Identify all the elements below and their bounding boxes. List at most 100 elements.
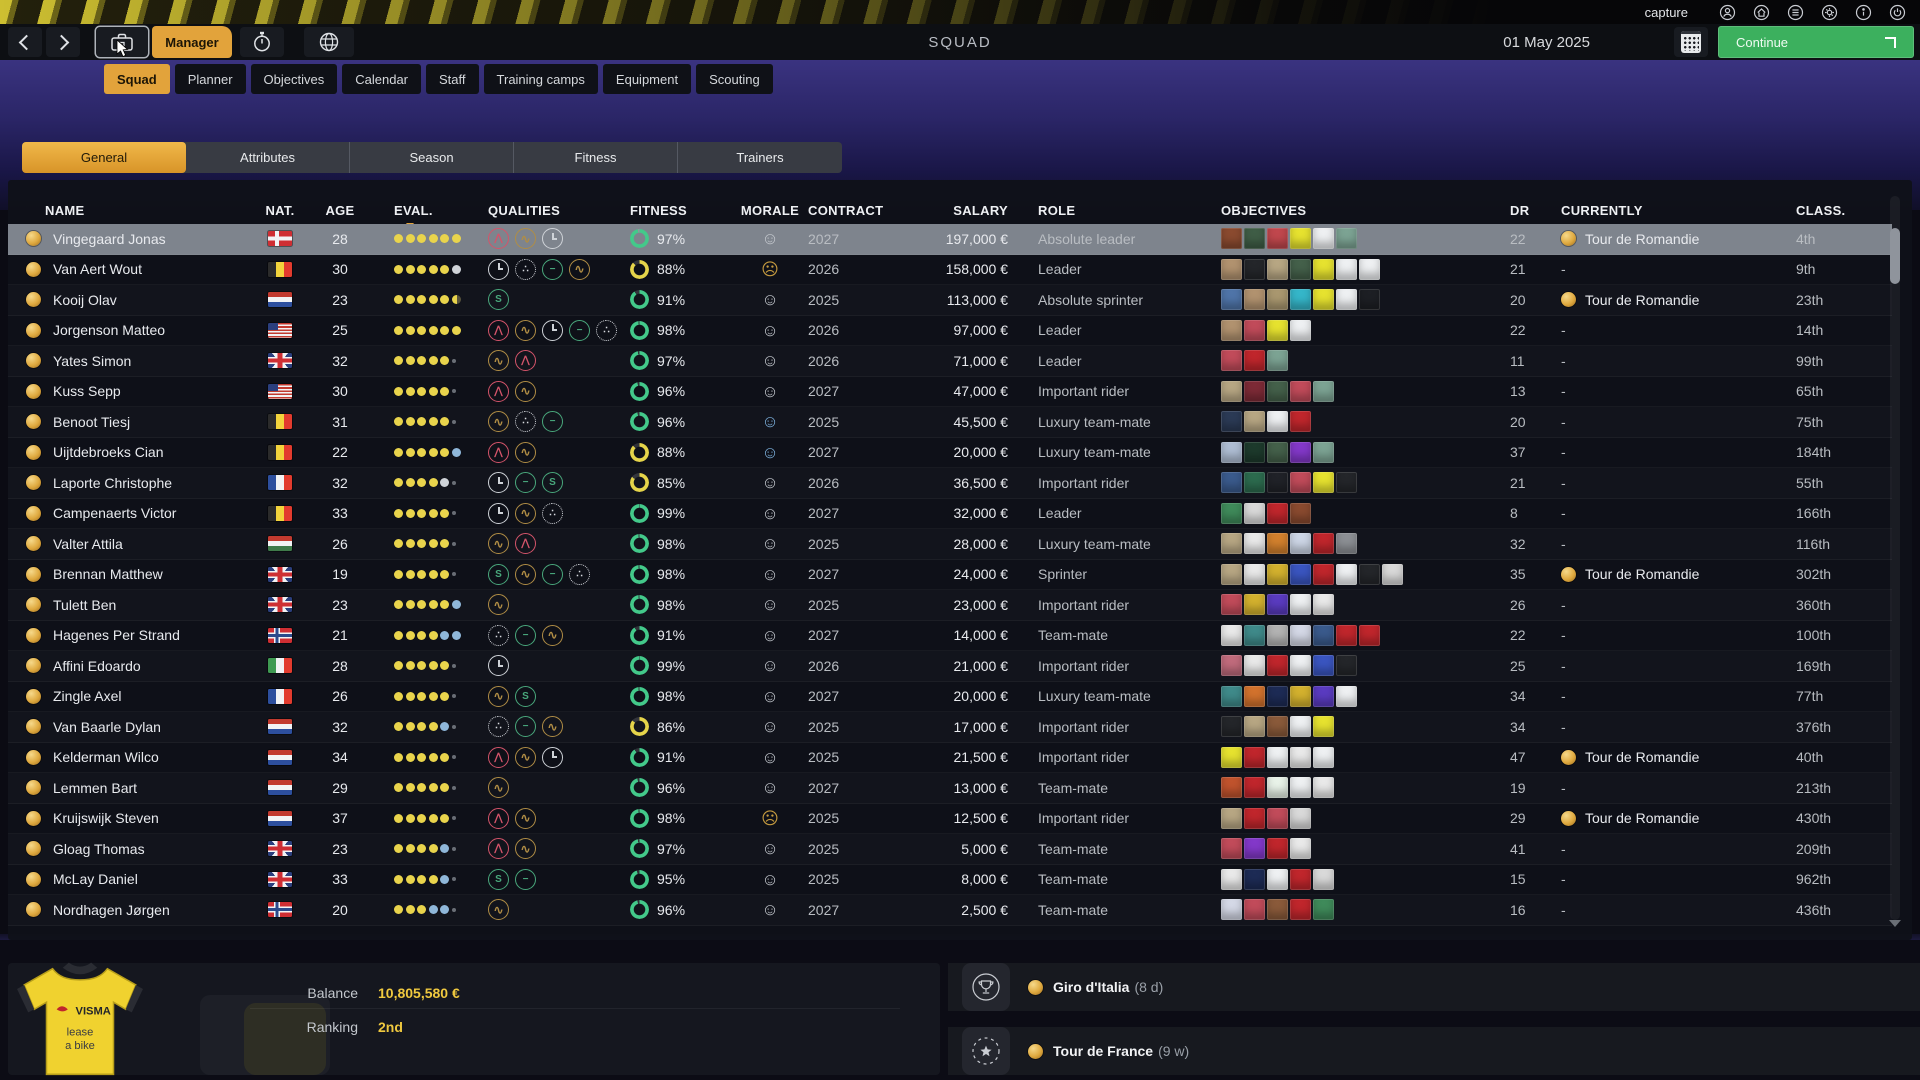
column-header-fitness[interactable]: FITNESS <box>630 202 687 218</box>
rider-row[interactable]: Affini Edoardo 28 99% ☺ 2026 21,000 € Importan… <box>8 651 1892 682</box>
tab-staff[interactable]: Staff <box>426 64 479 94</box>
eval-dot <box>451 600 461 610</box>
eval-dot <box>405 234 415 244</box>
event-row-tour-de-france[interactable]: Tour de France (9 w) <box>948 1027 1920 1075</box>
subtab-fitness[interactable]: Fitness <box>514 142 678 173</box>
column-header-qualities[interactable]: QUALITIES <box>488 202 561 218</box>
nationality-cell <box>248 712 312 742</box>
column-header-dr[interactable]: DR <box>1510 202 1530 218</box>
happy-morale-icon: ☺ <box>761 320 779 340</box>
rider-medal-icon <box>26 322 41 338</box>
column-header-morale[interactable]: MORALE <box>740 202 800 218</box>
tab-equipment[interactable]: Equipment <box>602 64 692 94</box>
age-cell: 28 <box>332 657 348 674</box>
info-icon[interactable] <box>1855 4 1872 21</box>
rider-name-cell: Valter Attila <box>8 529 248 559</box>
tab-calendar[interactable]: Calendar <box>342 64 422 94</box>
rider-row[interactable]: Valter Attila 26 ∿ ⋀ 98% ☺ 2025 28,000 € Luxury … <box>8 529 1892 560</box>
eval-dot <box>405 539 415 549</box>
column-header-currently[interactable]: CURRENTLY <box>1561 202 1643 218</box>
event-row-giro-d-italia[interactable]: Giro d'Italia (8 d) <box>948 963 1920 1011</box>
rider-row[interactable]: Uijtdebroeks Cian 22 ⋀ ∿ 88% ☺ 2027 20,000 € Lux… <box>8 438 1892 468</box>
scroll-down-arrow[interactable] <box>1889 920 1901 927</box>
happy-morale-icon: ☺ <box>761 229 779 249</box>
dr-cell: 22 <box>1510 230 1526 247</box>
tab-objectives[interactable]: Objectives <box>250 64 338 94</box>
hill-quality-icon: ∿ <box>488 777 509 799</box>
rider-row[interactable]: Nordhagen Jørgen 20 ∿ 96% ☺ 2027 2,500 € Team-m… <box>8 895 1892 926</box>
rider-row[interactable]: Kelderman Wilco 34 ⋀ ∿ 91% ☺ 2025 21,500 € Impor… <box>8 743 1892 773</box>
subtab-season[interactable]: Season <box>350 142 514 173</box>
rider-row[interactable]: Zingle Axel 26 ∿ S 98% ☺ 2027 20,000 € Luxury te… <box>8 682 1892 712</box>
planner-section-button[interactable] <box>240 27 284 57</box>
rider-medal-icon <box>26 505 41 521</box>
class-cell: 4th <box>1796 230 1816 247</box>
power-icon[interactable] <box>1889 4 1906 21</box>
rider-row[interactable]: Lemmen Bart 29 ∿ 96% ☺ 2027 13,000 € Team-mate 1… <box>8 773 1892 804</box>
settings-icon[interactable] <box>1821 4 1838 21</box>
scrollbar-thumb[interactable] <box>1890 228 1900 284</box>
rider-name-cell: Affini Edoardo <box>8 651 248 681</box>
rider-row[interactable]: Vingegaard Jonas 28 ⋀ ∿ 97% ☺ 2027 197,000 € Abs… <box>8 224 1892 255</box>
eval-dot <box>428 722 438 732</box>
tab-training-camps[interactable]: Training camps <box>483 64 598 94</box>
rider-row[interactable]: Hagenes Per Strand 21 ∴ − ∿ 91% ☺ 2027 14,000 € T… <box>8 621 1892 651</box>
rider-row[interactable]: Kruijswijk Steven 37 ⋀ ∿ 98% ☹ 2025 12,500 € Imp… <box>8 804 1892 834</box>
rider-row[interactable]: Campenaerts Victor 33 ∿ ∴ 99% ☺ 2027 32,000 € Le… <box>8 499 1892 529</box>
race-logo-icon <box>1382 563 1403 585</box>
race-logo-icon <box>1244 746 1265 768</box>
rider-row[interactable]: Brennan Matthew 19 S ∿ − ∴ 98% ☺ 2027 24,000 € Spr… <box>8 560 1892 590</box>
back-button[interactable] <box>8 27 42 57</box>
column-header-objectives[interactable]: OBJECTIVES <box>1221 202 1307 218</box>
tab-squad[interactable]: Squad <box>104 64 170 94</box>
column-header-age[interactable]: AGE <box>325 202 355 218</box>
scrollbar-track[interactable] <box>1890 196 1900 920</box>
race-logo-icon <box>1313 533 1334 555</box>
race-logo-icon <box>1359 289 1380 311</box>
home-icon[interactable] <box>1753 4 1770 21</box>
background-stripes <box>0 0 1920 24</box>
rider-row[interactable]: Tulett Ben 23 ∿ 98% ☺ 2025 23,000 € Important r… <box>8 590 1892 621</box>
race-logo-icon <box>1267 472 1288 494</box>
rider-row[interactable]: Jorgenson Matteo 25 ⋀ ∿ − ∴ 98% ☺ 2026 97,000 € Le… <box>8 316 1892 346</box>
calendar-button[interactable] <box>1674 27 1708 57</box>
rider-row[interactable]: Van Baarle Dylan 32 ∴ − ∿ 86% ☺ 2025 17,000 € Imp… <box>8 712 1892 743</box>
column-header-class-[interactable]: CLASS. <box>1796 202 1846 218</box>
rider-row[interactable]: McLay Daniel 33 S − 95% ☺ 2025 8,000 € Team-mate… <box>8 865 1892 895</box>
rider-row[interactable]: Laporte Christophe 32 − S 85% ☺ 2026 36,500 € Im… <box>8 468 1892 499</box>
forward-button[interactable] <box>46 27 80 57</box>
currently-none: - <box>1561 627 1566 644</box>
profile-icon[interactable] <box>1719 4 1736 21</box>
column-header-nat-[interactable]: NAT. <box>265 202 295 218</box>
subtab-attributes[interactable]: Attributes <box>186 142 350 173</box>
race-logo-icon <box>1244 472 1265 494</box>
column-header-salary[interactable]: SALARY <box>953 202 1008 218</box>
manager-tab[interactable]: Manager <box>152 26 232 58</box>
column-header-contract[interactable]: CONTRACT <box>808 202 884 218</box>
rider-row[interactable]: Yates Simon 32 ∿ ⋀ 97% ☺ 2026 71,000 € Leader 11-… <box>8 346 1892 377</box>
race-logo-icon <box>1267 594 1288 616</box>
class-cell: 436th <box>1796 901 1832 918</box>
continue-button[interactable]: Continue <box>1718 26 1914 58</box>
menu-icon[interactable] <box>1787 4 1804 21</box>
rider-row[interactable]: Benoot Tiesj 31 ∿ ∴ − 96% ☺ 2025 45,500 € Luxury … <box>8 407 1892 438</box>
subtab-general[interactable]: General <box>22 142 186 173</box>
race-logo-icon <box>1290 594 1311 616</box>
rider-row[interactable]: Kuss Sepp 30 ⋀ ∿ 96% ☺ 2027 47,000 € Important r… <box>8 377 1892 407</box>
rider-row[interactable]: Kooij Olav 23 S 91% ☺ 2025 113,000 € Absolute s… <box>8 285 1892 316</box>
subtab-trainers[interactable]: Trainers <box>736 150 784 165</box>
eval-dot <box>394 783 403 793</box>
fitness-cell: 99% <box>630 499 734 529</box>
sub-tabs: General Attributes Season Fitness Trainers <box>22 142 842 173</box>
column-header-eval-[interactable]: EVAL. <box>368 203 488 228</box>
rider-name: Tulett Ben <box>53 596 117 613</box>
tab-scouting[interactable]: Scouting <box>696 64 773 94</box>
column-header-role[interactable]: ROLE <box>1038 202 1076 218</box>
rider-row[interactable]: Van Aert Wout 30 ∴ − ∿ 88% ☹ 2026 158,000 € Leade… <box>8 255 1892 285</box>
tab-planner[interactable]: Planner <box>174 64 246 94</box>
column-header-name[interactable]: NAME <box>45 202 85 218</box>
world-section-button[interactable] <box>304 27 354 57</box>
fitness-ring-icon <box>630 717 649 737</box>
fitness-ring-icon <box>630 534 649 554</box>
rider-row[interactable]: Gloag Thomas 23 ⋀ ∿ 97% ☺ 2025 5,000 € Team-mate… <box>8 834 1892 865</box>
